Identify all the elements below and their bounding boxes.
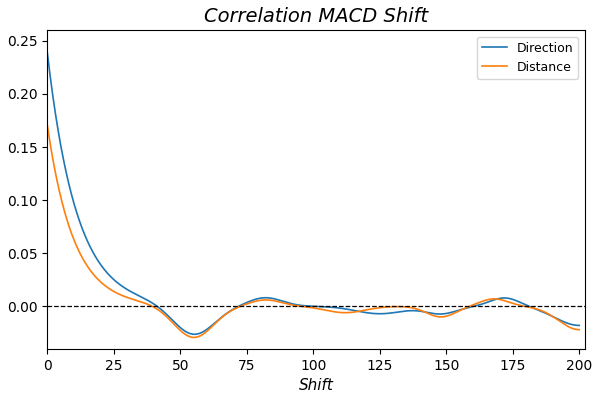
Legend: Direction, Distance: Direction, Distance bbox=[476, 36, 578, 79]
Distance bbox=[190, 335, 197, 340]
Title: Correlation MACD Shift: Correlation MACD Shift bbox=[204, 7, 428, 26]
Line: Distance: Distance bbox=[47, 126, 579, 338]
Distance bbox=[71, 239, 78, 244]
Distance bbox=[560, 322, 568, 326]
Distance bbox=[463, 305, 470, 310]
Direction bbox=[71, 203, 78, 208]
Direction bbox=[560, 320, 568, 324]
Distance bbox=[302, 304, 310, 309]
Distance bbox=[289, 302, 296, 307]
Direction bbox=[289, 302, 296, 306]
Direction bbox=[560, 319, 568, 324]
Distance bbox=[575, 327, 583, 332]
Direction bbox=[44, 51, 51, 56]
Direction bbox=[191, 332, 198, 337]
X-axis label: Shift: Shift bbox=[299, 378, 334, 393]
Direction bbox=[463, 306, 470, 310]
Distance bbox=[44, 124, 51, 128]
Direction bbox=[302, 304, 310, 308]
Distance bbox=[560, 322, 568, 326]
Direction bbox=[575, 323, 583, 328]
Line: Direction: Direction bbox=[47, 54, 579, 334]
